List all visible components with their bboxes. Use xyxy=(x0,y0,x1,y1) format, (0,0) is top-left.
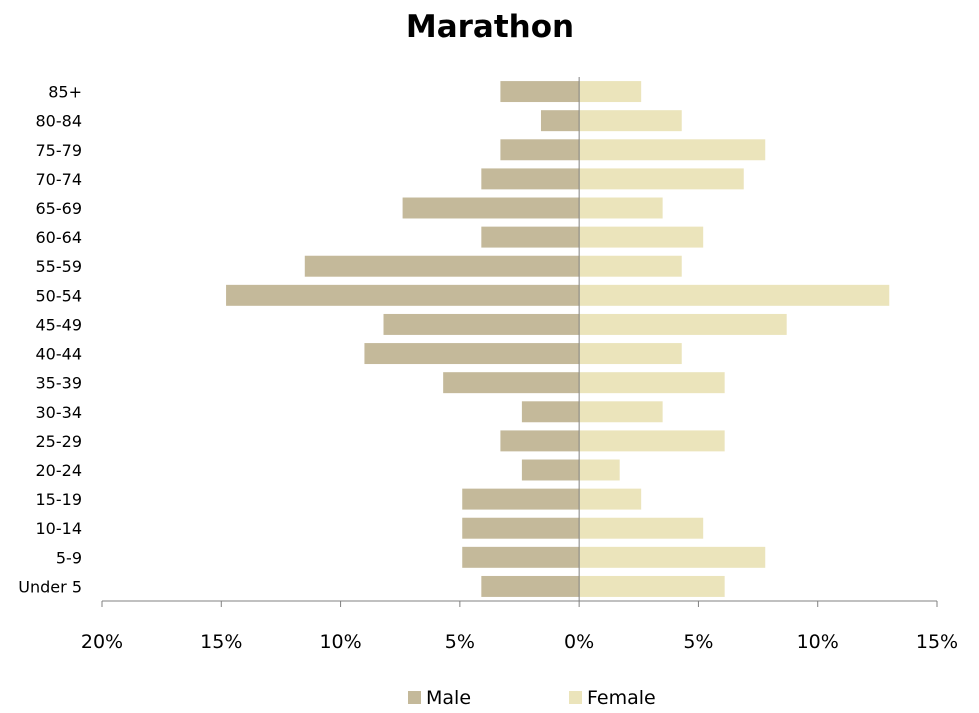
x-tick-label-1: 15% xyxy=(200,631,242,653)
bar-male-5 xyxy=(500,430,580,452)
bar-male-14 xyxy=(481,168,580,190)
bar-female-10 xyxy=(579,284,890,306)
bar-female-1 xyxy=(579,546,766,568)
category-labels: Under 5 5-9 10-14 15-19 20-24 25-29 30-34 35-39… xyxy=(18,83,82,597)
category-label-8: 40-44 xyxy=(36,345,83,364)
bar-male-15 xyxy=(500,139,580,161)
bar-female-17 xyxy=(579,81,642,103)
legend-swatch-female xyxy=(569,691,582,704)
bar-male-9 xyxy=(383,313,580,335)
category-label-1: 5-9 xyxy=(56,548,82,567)
axes xyxy=(101,77,938,607)
legend-swatch-male xyxy=(408,691,421,704)
bar-female-4 xyxy=(579,459,620,481)
bar-male-4 xyxy=(521,459,580,481)
legend-label-female: Female xyxy=(587,687,656,709)
category-label-0: Under 5 xyxy=(18,577,82,596)
bar-female-7 xyxy=(579,372,725,394)
bar-male-12 xyxy=(481,226,580,248)
bar-male-0 xyxy=(481,575,580,597)
x-tick-label-6: 10% xyxy=(797,631,839,653)
category-label-7: 35-39 xyxy=(36,374,83,393)
category-label-6: 30-34 xyxy=(36,403,83,422)
bar-female-3 xyxy=(579,488,642,510)
category-label-14: 70-74 xyxy=(36,170,83,189)
category-label-16: 80-84 xyxy=(36,112,83,131)
bars-layer xyxy=(226,81,890,597)
category-label-13: 65-69 xyxy=(36,199,83,218)
bar-female-0 xyxy=(579,575,725,597)
bar-female-5 xyxy=(579,430,725,452)
bar-male-8 xyxy=(364,343,580,365)
bar-male-3 xyxy=(462,488,580,510)
legend-label-male: Male xyxy=(426,687,471,709)
x-tick-label-7: 15% xyxy=(916,631,958,653)
category-label-5: 25-29 xyxy=(36,432,83,451)
chart-title: Marathon xyxy=(406,9,574,45)
bar-male-10 xyxy=(226,284,580,306)
bar-female-2 xyxy=(579,517,704,539)
bar-female-12 xyxy=(579,226,704,248)
category-label-15: 75-79 xyxy=(36,141,83,160)
bar-female-13 xyxy=(579,197,663,219)
x-tick-label-0: 20% xyxy=(81,631,123,653)
x-tick-label-4: 0% xyxy=(564,631,594,653)
bar-male-17 xyxy=(500,81,580,103)
x-tick-label-2: 10% xyxy=(319,631,361,653)
category-label-9: 45-49 xyxy=(36,315,83,334)
bar-female-9 xyxy=(579,313,787,335)
bar-female-11 xyxy=(579,255,682,277)
bar-male-2 xyxy=(462,517,580,539)
category-label-11: 55-59 xyxy=(36,257,83,276)
bar-male-11 xyxy=(304,255,580,277)
bar-male-7 xyxy=(443,372,580,394)
bar-female-8 xyxy=(579,343,682,365)
bar-male-6 xyxy=(521,401,580,423)
bar-male-16 xyxy=(540,110,580,132)
category-label-2: 10-14 xyxy=(36,519,83,538)
x-axis-tick-labels: 20% 15% 10% 5% 0% 5% 10% 15% xyxy=(81,631,958,653)
bar-male-1 xyxy=(462,546,580,568)
bar-female-6 xyxy=(579,401,663,423)
bar-female-15 xyxy=(579,139,766,161)
category-label-17: 85+ xyxy=(48,83,82,102)
bar-female-16 xyxy=(579,110,682,132)
category-label-10: 50-54 xyxy=(36,286,83,305)
legend: Male Female xyxy=(408,687,656,709)
x-tick-label-3: 5% xyxy=(445,631,475,653)
bar-female-14 xyxy=(579,168,744,190)
bar-male-13 xyxy=(402,197,580,219)
category-label-3: 15-19 xyxy=(36,490,83,509)
category-label-4: 20-24 xyxy=(36,461,83,480)
x-tick-label-5: 5% xyxy=(683,631,713,653)
category-label-12: 60-64 xyxy=(36,228,83,247)
